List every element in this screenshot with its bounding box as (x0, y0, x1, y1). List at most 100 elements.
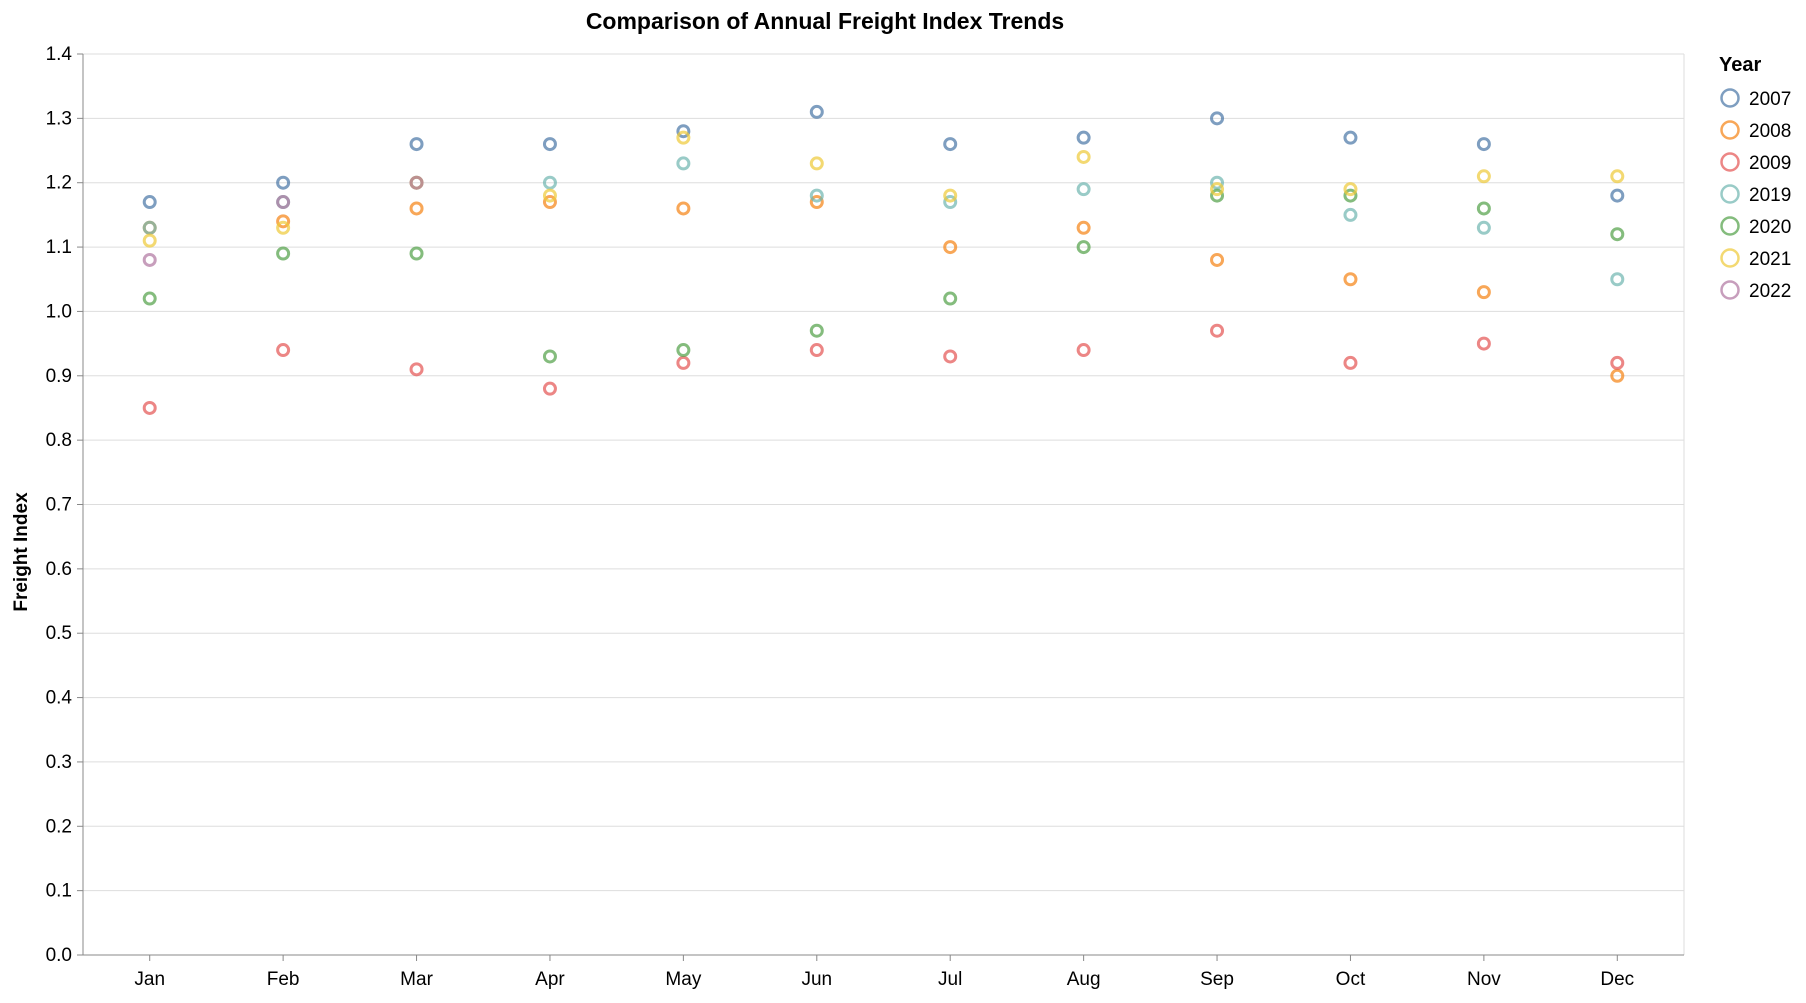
data-point-2007-Dec (1610, 188, 1625, 203)
data-point-2008-Aug (1076, 220, 1091, 235)
y-tick-label: 0.4 (46, 688, 73, 709)
data-point-2009-Sep (1210, 323, 1225, 338)
x-tick-label: Feb (267, 969, 300, 990)
data-point-2020-Jul (943, 291, 958, 306)
data-point-2019-Jan (142, 220, 157, 235)
data-point-2021-Jul (943, 188, 958, 203)
data-point-2007-Jul (943, 137, 958, 152)
x-tick-label: Apr (535, 969, 565, 990)
data-point-2020-Mar (409, 246, 424, 261)
data-point-2021-May (676, 130, 691, 145)
data-point-2007-Apr (542, 137, 557, 152)
data-point-2020-Aug (1076, 240, 1091, 255)
data-point-2008-Feb (276, 214, 291, 229)
legend-label-2021: 2021 (1749, 249, 1791, 270)
legend-marker-2020 (1720, 216, 1740, 236)
data-point-2009-Jul (943, 349, 958, 364)
legend-label-2009: 2009 (1749, 153, 1791, 174)
data-point-2007-Feb (276, 175, 291, 190)
data-point-2008-Jul (943, 240, 958, 255)
x-tick-label: Jan (134, 969, 165, 990)
data-point-2020-Oct (1343, 188, 1358, 203)
data-point-2009-Feb (276, 343, 291, 358)
data-point-2009-Oct (1343, 355, 1358, 370)
data-point-2019-May (676, 156, 691, 171)
data-point-2021-Nov (1476, 169, 1491, 184)
data-point-2021-Apr (542, 188, 557, 203)
data-point-2020-May (676, 343, 691, 358)
legend: Year 2007 2008 2009 2019 2020 2021 2022 (1719, 54, 1791, 302)
x-tick-label: Dec (1600, 969, 1634, 990)
y-tick-label: 1.2 (46, 173, 72, 194)
data-point-2022-Feb (276, 195, 291, 210)
legend-label-2019: 2019 (1749, 185, 1791, 206)
legend-label-2022: 2022 (1749, 281, 1791, 302)
data-point-2021-Oct (1343, 182, 1358, 197)
x-tick-label: Aug (1067, 969, 1101, 990)
data-point-2009-Mar (409, 362, 424, 377)
data-point-2007-Jan (142, 195, 157, 210)
data-point-2020-Jan (142, 291, 157, 306)
y-tick-label: 1.4 (46, 44, 73, 65)
data-point-2019-Jun (809, 188, 824, 203)
data-point-2019-Oct (1343, 207, 1358, 222)
y-tick-label: 0.1 (46, 881, 72, 902)
legend-marker-2019 (1720, 184, 1740, 204)
x-tick-label: Oct (1336, 969, 1366, 990)
data-point-2008-Apr (542, 195, 557, 210)
data-point-2022-Jan (142, 252, 157, 267)
data-point-2019-Nov (1476, 220, 1491, 235)
grid-lines (83, 53, 1685, 955)
data-point-2020-Nov (1476, 201, 1491, 216)
data-point-2007-Aug (1076, 130, 1091, 145)
data-point-2007-Nov (1476, 137, 1491, 152)
data-point-2007-Jun (809, 104, 824, 119)
data-point-2007-Mar (409, 137, 424, 152)
y-tick-label: 0.8 (46, 430, 72, 451)
data-point-2021-Sep (1210, 182, 1225, 197)
y-tick-label: 0.2 (46, 816, 72, 837)
data-point-2007-Oct (1343, 130, 1358, 145)
legend-marker-2021 (1720, 248, 1740, 268)
data-point-2019-Apr (542, 175, 557, 190)
x-tick-label: Sep (1200, 969, 1234, 990)
x-tick-label: Jun (801, 969, 832, 990)
x-tick-label: Mar (400, 969, 433, 990)
y-tick-label: 0.6 (46, 559, 72, 580)
data-point-2019-Jul (943, 195, 958, 210)
y-tick-label: 0.3 (46, 752, 72, 773)
data-point-2021-Feb (276, 220, 291, 235)
y-tick-label: 0.7 (46, 495, 72, 516)
data-point-2008-Nov (1476, 285, 1491, 300)
y-tick-label: 0.9 (46, 366, 72, 387)
legend-label-2007: 2007 (1749, 89, 1791, 110)
legend-marker-2008 (1720, 120, 1740, 140)
data-point-2020-Sep (1210, 188, 1225, 203)
data-point-2008-Jun (809, 195, 824, 210)
data-point-2009-May (676, 355, 691, 370)
legend-marker-2007 (1720, 88, 1740, 108)
legend-label-2020: 2020 (1749, 217, 1791, 238)
data-point-2009-Jun (809, 343, 824, 358)
data-point-2021-Jan (142, 233, 157, 248)
data-point-2019-Aug (1076, 182, 1091, 197)
data-point-2008-Mar (409, 201, 424, 216)
data-point-2008-Dec (1610, 368, 1625, 383)
data-point-2009-Jan (142, 400, 157, 415)
data-point-2008-Sep (1210, 252, 1225, 267)
legend-label-2008: 2008 (1749, 121, 1791, 142)
legend-title: Year (1719, 54, 1761, 76)
data-point-2021-Jun (809, 156, 824, 171)
x-tick-label: Nov (1467, 969, 1501, 990)
axes: 0.0 0.1 0.2 0.3 0.4 0.5 0.6 0.7 0.8 0.9 1.0 1.1 1.2 1… (46, 44, 1684, 990)
data-point-2007-Sep (1210, 111, 1225, 126)
data-points (142, 104, 1625, 415)
data-point-2009-Aug (1076, 343, 1091, 358)
legend-marker-2009 (1720, 152, 1740, 172)
x-tick-label: Jul (938, 969, 962, 990)
data-point-2021-Dec (1610, 169, 1625, 184)
data-point-2007-May (676, 124, 691, 139)
data-point-2009-Nov (1476, 336, 1491, 351)
